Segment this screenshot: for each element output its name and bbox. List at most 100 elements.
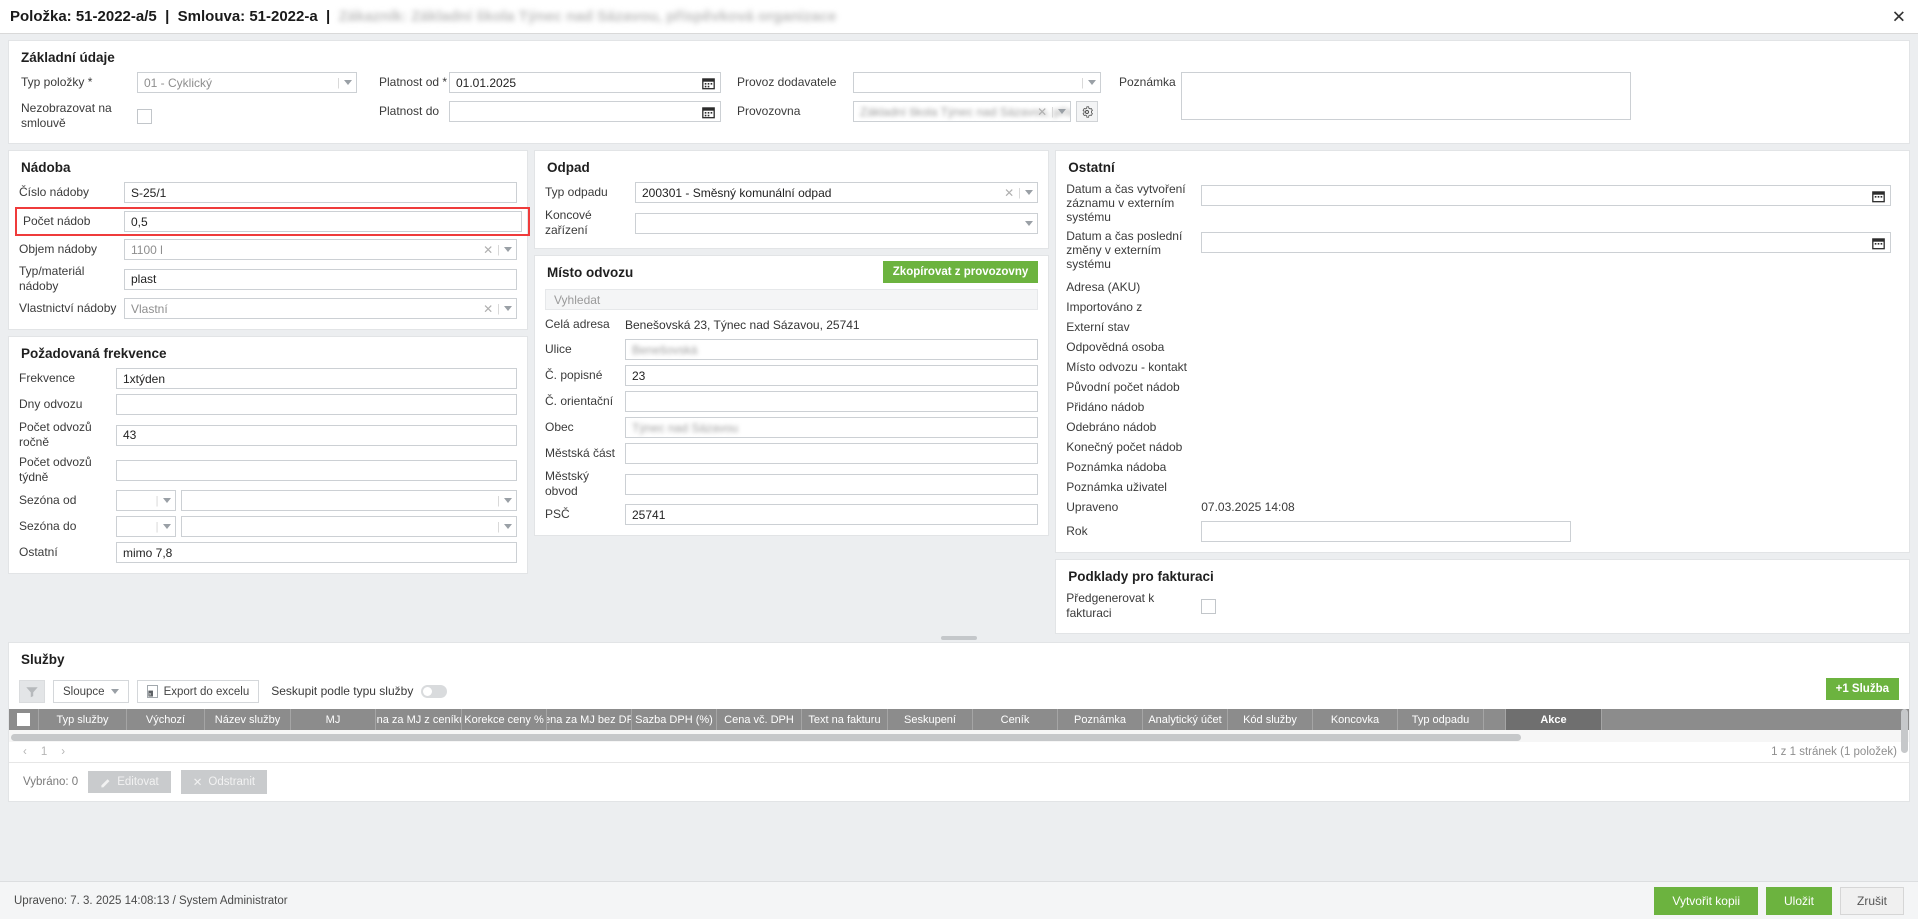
label-container-count: Počet nádob bbox=[23, 214, 91, 228]
edit-service-button[interactable]: Editovat bbox=[88, 771, 171, 793]
container-ownership-adornments: ✕ | bbox=[483, 299, 512, 318]
chevron-down-icon[interactable] bbox=[1058, 109, 1066, 114]
label-removed-containers: Odebráno nádob bbox=[1066, 420, 1157, 434]
add-service-button[interactable]: +1 Služba bbox=[1825, 678, 1899, 700]
chevron-down-icon[interactable] bbox=[504, 247, 512, 252]
column-header-price-incl-vat[interactable]: Cena vč. DPH bbox=[717, 709, 802, 730]
pickups-year-input[interactable]: 43 bbox=[116, 424, 517, 446]
clear-icon[interactable]: ✕ bbox=[483, 242, 494, 257]
chevron-down-icon[interactable] bbox=[1025, 220, 1033, 226]
changed-external-input[interactable] bbox=[1201, 232, 1892, 253]
cancel-button[interactable]: Zrušit bbox=[1840, 886, 1904, 915]
column-header-price-per-mj-excl-vat[interactable]: Cena za MJ bez DPH bbox=[547, 709, 632, 730]
clear-icon[interactable]: ✕ bbox=[483, 301, 494, 316]
container-ownership-select[interactable]: Vlastní ✕ | bbox=[124, 298, 517, 319]
container-number-input[interactable]: S-25/1 bbox=[124, 182, 517, 203]
select-all-checkbox[interactable] bbox=[17, 713, 30, 726]
season-from-day-select[interactable]: | bbox=[116, 490, 176, 511]
city-district-input[interactable] bbox=[625, 443, 1038, 464]
created-external-input[interactable] bbox=[1201, 185, 1892, 206]
pickup-days-input[interactable] bbox=[116, 394, 517, 415]
municipality-input[interactable]: Týnec nad Sázavou bbox=[625, 417, 1038, 438]
column-header-price-correction[interactable]: Korekce ceny % bbox=[462, 709, 547, 730]
season-to-month-select[interactable]: | bbox=[180, 516, 517, 537]
select-all-header[interactable] bbox=[9, 709, 39, 730]
column-header-service-type[interactable]: Typ služby bbox=[39, 709, 127, 730]
column-header-invoice-text[interactable]: Text na fakturu bbox=[802, 709, 888, 730]
create-copy-button[interactable]: Vytvořit kopii bbox=[1654, 886, 1758, 915]
column-header-waste-type[interactable]: Typ odpadu bbox=[1398, 709, 1484, 730]
column-header-vat-rate[interactable]: Sazba DPH (%) bbox=[632, 709, 717, 730]
row-waste-type: Typ odpadu 200301 - Směsný komunální odp… bbox=[545, 182, 1038, 203]
column-header-grouping[interactable]: Seskupení bbox=[888, 709, 973, 730]
vertical-scrollbar[interactable] bbox=[1901, 709, 1908, 753]
orientation-number-input[interactable] bbox=[625, 391, 1038, 412]
note-textarea[interactable] bbox=[1181, 72, 1631, 120]
chevron-down-icon[interactable] bbox=[344, 80, 352, 85]
waste-facility-select[interactable] bbox=[635, 212, 1038, 234]
calendar-icon[interactable] bbox=[1872, 189, 1886, 202]
chevron-down-icon[interactable] bbox=[1025, 190, 1033, 195]
column-header-price-per-mj-list[interactable]: Cena za MJ z ceníku... bbox=[376, 709, 462, 730]
other-input[interactable]: mimo 7,8 bbox=[116, 542, 517, 563]
container-count-input[interactable]: 0,5 bbox=[124, 211, 522, 232]
year-input[interactable] bbox=[1201, 521, 1572, 542]
group-by-service-type-toggle[interactable] bbox=[421, 685, 448, 698]
season-to-day-select[interactable]: | bbox=[116, 516, 176, 537]
column-header-note[interactable]: Poznámka bbox=[1058, 709, 1143, 730]
filter-icon[interactable] bbox=[19, 680, 45, 703]
calendar-icon[interactable] bbox=[1872, 236, 1886, 249]
splitter-grip[interactable] bbox=[941, 636, 977, 640]
column-header-mj[interactable]: MJ bbox=[291, 709, 376, 730]
column-header-service-name[interactable]: Název služby bbox=[205, 709, 291, 730]
chevron-down-icon[interactable] bbox=[504, 524, 512, 529]
chevron-right-icon[interactable]: › bbox=[61, 746, 66, 758]
container-material-input[interactable]: plast bbox=[124, 268, 517, 290]
clear-icon[interactable]: ✕ bbox=[1037, 104, 1048, 119]
pickups-week-input[interactable] bbox=[116, 459, 517, 481]
pregenerate-checkbox[interactable] bbox=[1201, 598, 1217, 614]
waste-type-select[interactable]: 200301 - Směsný komunální odpad ✕ | bbox=[635, 182, 1038, 203]
column-header-actions[interactable]: Akce bbox=[1506, 709, 1602, 730]
pickup-search-input[interactable]: Vyhledat bbox=[545, 289, 1038, 310]
delete-service-button[interactable]: ✕ Odstranit bbox=[180, 770, 268, 794]
column-header-service-code[interactable]: Kód služby bbox=[1228, 709, 1313, 730]
establishment-settings-button[interactable] bbox=[1076, 101, 1098, 122]
label-final-container-count: Konečný počet nádob bbox=[1066, 440, 1183, 454]
chevron-down-icon[interactable] bbox=[504, 498, 512, 503]
save-button[interactable]: Uložit bbox=[1765, 886, 1832, 915]
column-header-default[interactable]: Výchozí bbox=[127, 709, 205, 730]
establishment-select[interactable]: Základní škola Týnec nad Sázavou, příspě… bbox=[853, 101, 1071, 122]
supplier-operation-select[interactable]: | bbox=[853, 72, 1101, 93]
frequency-input[interactable]: 1xtýden bbox=[116, 368, 517, 389]
postal-code-input[interactable]: 25741 bbox=[625, 504, 1038, 525]
column-header-analytic-account[interactable]: Analytický účet bbox=[1143, 709, 1228, 730]
calendar-icon[interactable] bbox=[702, 76, 715, 89]
chevron-down-icon[interactable] bbox=[162, 524, 171, 529]
container-volume-select[interactable]: 1100 l ✕ | bbox=[124, 239, 517, 260]
hide-on-contract-checkbox[interactable] bbox=[137, 108, 152, 124]
horizontal-scrollbar[interactable] bbox=[11, 734, 1521, 741]
column-header-pricelist[interactable]: Ceník bbox=[973, 709, 1058, 730]
house-number-input[interactable]: 23 bbox=[625, 365, 1038, 386]
chevron-down-icon[interactable] bbox=[1088, 80, 1096, 85]
chevron-left-icon[interactable]: ‹ bbox=[23, 746, 27, 758]
column-header-suffix[interactable]: Koncovka bbox=[1313, 709, 1398, 730]
city-ward-input[interactable] bbox=[625, 473, 1038, 495]
copy-from-establishment-button[interactable]: Zkopírovat z provozovny bbox=[882, 260, 1039, 283]
chevron-down-icon[interactable] bbox=[162, 498, 171, 503]
calendar-icon[interactable] bbox=[702, 105, 715, 118]
pager-page-number[interactable]: 1 bbox=[40, 746, 48, 758]
close-icon[interactable]: ✕ bbox=[1891, 7, 1906, 26]
row-city-district: Městská část bbox=[545, 443, 1038, 464]
clear-icon[interactable]: ✕ bbox=[1004, 185, 1015, 200]
export-excel-button[interactable]: x Export do excelu bbox=[136, 680, 260, 703]
columns-button[interactable]: Sloupce bbox=[53, 680, 129, 703]
valid-from-input[interactable]: 01.01.2025 bbox=[449, 72, 721, 93]
valid-to-input[interactable] bbox=[449, 101, 721, 122]
season-from-month-select[interactable]: | bbox=[180, 490, 517, 511]
item-type-select[interactable]: 01 - Cyklický | bbox=[137, 72, 357, 93]
panel-splitter[interactable] bbox=[8, 634, 1910, 642]
chevron-down-icon[interactable] bbox=[504, 306, 512, 311]
street-input[interactable]: Benešovská bbox=[625, 339, 1038, 360]
